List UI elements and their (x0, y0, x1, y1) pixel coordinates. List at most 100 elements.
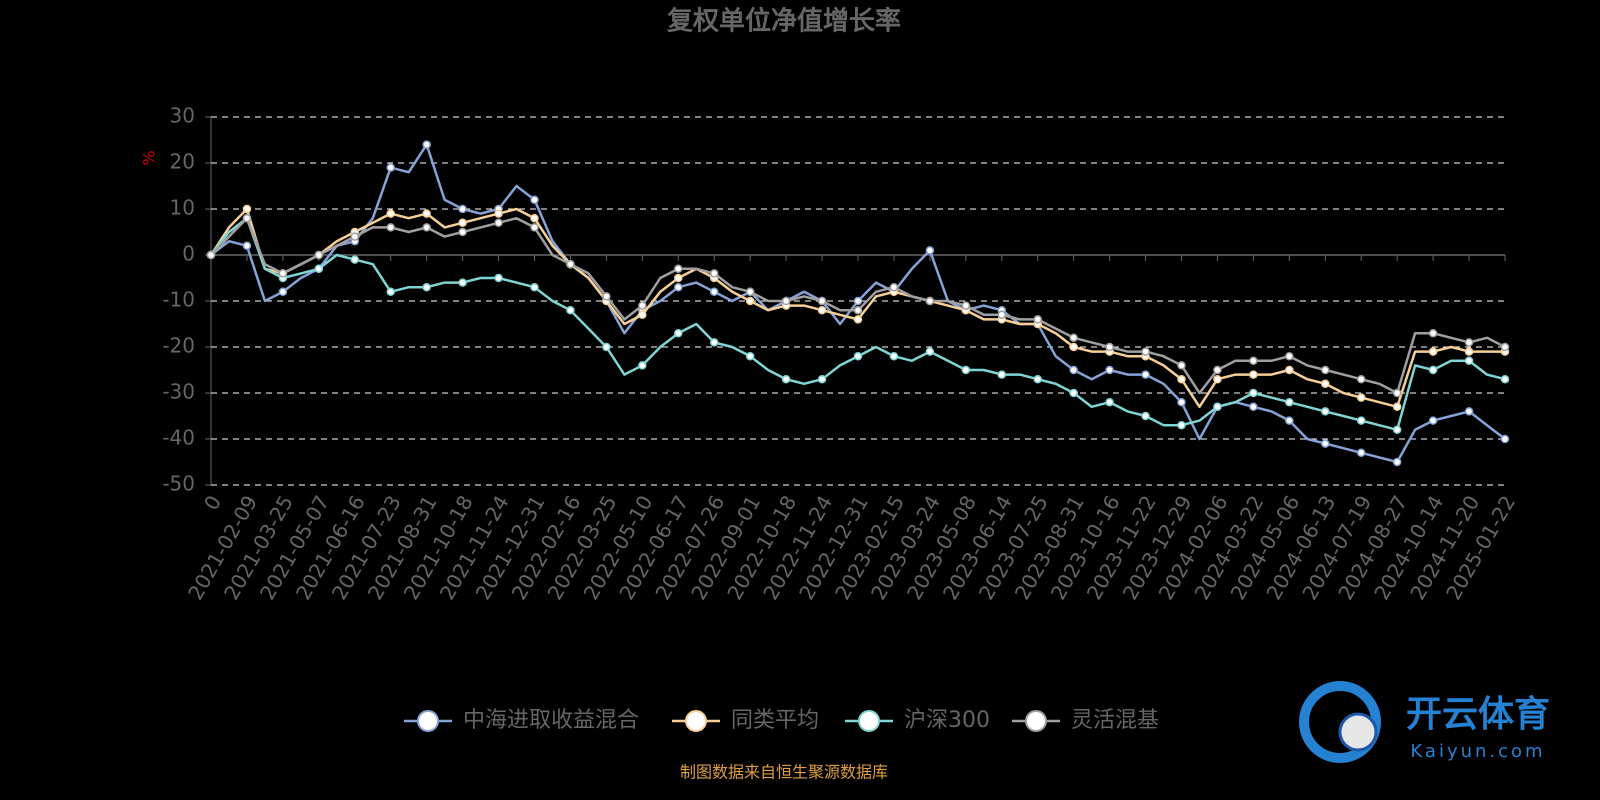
point-marker (1500, 434, 1510, 444)
point-marker (925, 296, 935, 306)
point-marker (386, 223, 395, 232)
point-marker (674, 264, 683, 274)
y-tick-label: 20 (170, 150, 195, 174)
point-marker (1285, 397, 1294, 407)
point-marker (1500, 342, 1510, 352)
point-marker (781, 296, 791, 306)
point-marker (709, 287, 719, 297)
point-marker (1500, 374, 1510, 384)
point-marker (314, 264, 324, 274)
point-marker (1033, 374, 1042, 384)
point-marker (1392, 425, 1402, 435)
point-marker (566, 259, 575, 269)
point-marker (1428, 416, 1438, 425)
source-note: 制图数据来自恒生聚源数据库 (680, 763, 888, 782)
point-marker (1356, 448, 1366, 458)
point-marker (1464, 407, 1474, 416)
point-marker (1177, 361, 1186, 370)
point-marker (853, 296, 863, 306)
point-marker (566, 305, 575, 315)
point-marker (925, 347, 935, 356)
point-marker (494, 273, 503, 283)
point-marker (458, 204, 467, 214)
point-marker (278, 287, 288, 297)
point-marker (1105, 342, 1114, 352)
point-marker (530, 195, 539, 205)
point-marker (1249, 356, 1258, 366)
point-marker (1177, 420, 1186, 430)
point-marker (458, 278, 467, 287)
point-marker (638, 361, 647, 370)
legend-label: 同类平均 (731, 708, 819, 733)
point-marker (1356, 393, 1366, 402)
point-marker (386, 287, 395, 297)
point-marker (817, 374, 827, 384)
point-marker (817, 296, 827, 306)
point-marker (350, 255, 360, 264)
point-marker (1249, 370, 1258, 379)
point-marker (530, 282, 539, 292)
point-marker (1105, 397, 1114, 407)
point-marker (386, 209, 395, 218)
point-marker (1321, 365, 1330, 375)
point-marker (206, 250, 216, 260)
legend-item: 中海进取收益混合 (404, 708, 639, 733)
point-marker (709, 269, 719, 278)
chart-title: 复权单位净值增长率 (667, 6, 901, 37)
point-marker (1105, 365, 1114, 375)
y-tick-label: -20 (162, 334, 195, 358)
legend-marker (1025, 710, 1047, 732)
point-marker (638, 301, 647, 310)
point-marker (1069, 388, 1078, 398)
legend-item: 沪深300 (845, 708, 990, 733)
point-marker (853, 351, 863, 361)
y-tick-label: 30 (170, 104, 195, 128)
y-axis-label: % (140, 150, 159, 165)
point-marker (1069, 333, 1078, 343)
point-marker (961, 365, 971, 375)
point-marker (997, 310, 1007, 320)
point-marker (889, 351, 899, 361)
point-marker (674, 273, 683, 283)
point-marker (674, 282, 683, 292)
point-marker (817, 305, 827, 315)
point-marker (530, 213, 539, 223)
point-marker (638, 310, 647, 320)
point-marker (781, 374, 791, 384)
point-marker (242, 213, 252, 223)
point-marker (1321, 407, 1330, 416)
point-marker (1392, 402, 1402, 412)
watermark-text: 开云体育 (1406, 694, 1550, 735)
point-marker (1069, 342, 1078, 352)
point-marker (1392, 388, 1402, 398)
legend-item: 同类平均 (672, 708, 819, 733)
point-marker (314, 250, 324, 260)
point-marker (1356, 416, 1366, 425)
point-marker (1069, 365, 1078, 375)
point-marker (1428, 347, 1438, 356)
point-marker (1141, 370, 1150, 379)
point-marker (925, 246, 935, 255)
point-marker (1356, 374, 1366, 384)
legend-label: 中海进取收益混合 (463, 708, 639, 733)
legend-marker (417, 710, 439, 732)
y-tick-label: -40 (162, 426, 195, 450)
point-marker (278, 269, 288, 278)
point-marker (1464, 356, 1474, 366)
point-marker (242, 204, 252, 214)
point-marker (961, 301, 971, 310)
watermark-subtext: Kaiyun.com (1410, 741, 1545, 762)
point-marker (494, 209, 503, 218)
point-marker (530, 223, 539, 232)
point-marker (1285, 365, 1294, 375)
y-tick-label: -50 (162, 472, 195, 496)
logo-ring (1299, 681, 1381, 763)
point-marker (853, 315, 863, 324)
legend-label: 沪深300 (904, 708, 990, 733)
point-marker (1392, 457, 1402, 467)
y-tick-label: 10 (170, 196, 195, 220)
point-marker (350, 232, 360, 241)
point-marker (853, 305, 863, 315)
